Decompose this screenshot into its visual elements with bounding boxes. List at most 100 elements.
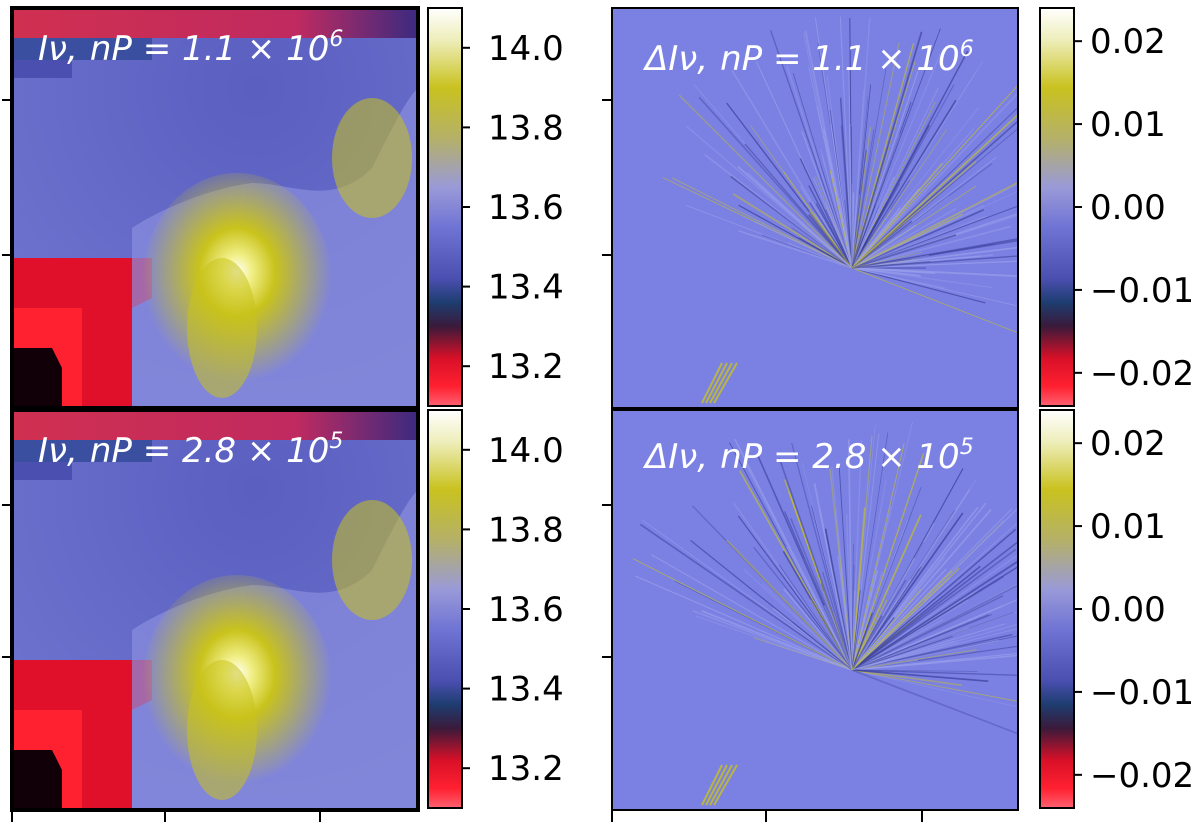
residual-streak [704, 153, 853, 269]
residual-streak [632, 558, 853, 671]
residual-streak [851, 623, 1005, 671]
residual-streak [851, 639, 999, 671]
residual-streak [851, 669, 989, 683]
residual-streak [851, 53, 941, 269]
residual-streak [851, 433, 880, 671]
residual-streak [851, 594, 1004, 671]
residual-streak [851, 598, 1019, 671]
left-axis-ticks [2, 99, 612, 658]
residual-streak [701, 610, 853, 671]
residual-streak [799, 158, 853, 269]
residual-streak [692, 610, 853, 671]
residual-streak [851, 623, 1019, 671]
residual-streak [709, 764, 733, 806]
residual-streak [851, 443, 905, 671]
residual-streak [743, 568, 853, 671]
residual-streak [695, 615, 853, 671]
colorbar-bottom-right: 0.02 0.01 0.00 −0.01 −0.02 [1039, 409, 1194, 809]
residual-streak [851, 176, 895, 269]
colorbar-tick-label: 0.00 [1090, 188, 1166, 228]
residual-streak [838, 463, 853, 671]
colorbar-tick-label: −0.02 [1090, 756, 1194, 796]
residual-streak [839, 97, 853, 269]
residual-streak [851, 514, 922, 671]
residual-streak [851, 195, 950, 269]
residual-streaks-top [662, 16, 1019, 404]
residual-streak [851, 92, 1019, 269]
residual-streak [815, 203, 853, 269]
panel-residual-top: ΔIν, nP = 1.1 × 106 [611, 7, 1019, 409]
residual-streak [851, 669, 1019, 702]
residual-streak [713, 764, 738, 806]
residual-streak [671, 177, 853, 269]
residual-streak [823, 605, 853, 671]
residual-streak [851, 252, 922, 269]
residual-streak [851, 649, 977, 671]
residual-streak [851, 565, 981, 671]
residual-streak [786, 66, 853, 269]
colorbar-bottom-left: 14.0 13.8 13.6 13.4 13.2 [427, 409, 564, 809]
panel-label-top-left: Iν, nP = 1.1 × 106 [38, 27, 343, 69]
residual-streak [851, 614, 993, 671]
residual-streak [838, 198, 853, 269]
residual-streak [851, 106, 1019, 269]
panel-intensity-top: Iν, nP = 1.1 × 106 [10, 6, 420, 410]
colorbar-tick-label: 13.2 [488, 347, 564, 387]
residual-streak [837, 555, 853, 671]
residual-streak [851, 260, 1019, 269]
residual-streak [851, 149, 867, 269]
residual-streak [851, 570, 953, 671]
residual-streak [851, 238, 1019, 269]
residual-streak [851, 204, 985, 269]
residual-streak [851, 507, 866, 671]
residual-streak [851, 163, 993, 269]
residual-streak [851, 618, 944, 671]
residual-streak [851, 554, 1019, 671]
residual-streak [851, 129, 875, 269]
colorbar-gradient [1039, 7, 1075, 407]
residual-streak [737, 165, 853, 269]
residual-streak [822, 571, 853, 671]
residual-streak [851, 255, 1018, 269]
residual-streak [851, 590, 861, 671]
colorbar-gradient [1039, 409, 1075, 809]
residual-streak [851, 225, 1011, 269]
residual-streak [821, 155, 853, 269]
residual-map-bottom [612, 410, 1018, 810]
colorbar-tick-label: −0.01 [1090, 673, 1194, 713]
bottom-axis-ticks [11, 810, 923, 822]
residual-streak [851, 107, 979, 269]
residual-streak [851, 669, 1019, 708]
residual-streak [847, 439, 853, 671]
residual-streak [851, 89, 864, 269]
colorbar-tick-label: −0.02 [1090, 354, 1194, 394]
residual-streak [713, 362, 738, 404]
residual-streak [754, 221, 853, 269]
residual-streak [811, 505, 853, 671]
residual-streak [738, 230, 853, 269]
residual-streak [851, 246, 1019, 269]
intensity-map-bottom [12, 410, 418, 810]
residual-streak [634, 575, 853, 671]
residual-streak [851, 207, 904, 269]
residual-streak [701, 362, 723, 404]
residual-streak [851, 267, 1019, 278]
residual-streak [701, 764, 723, 806]
residual-streak [764, 641, 853, 671]
residual-streak [851, 669, 1019, 676]
residual-streak [851, 566, 1019, 671]
residual-streak [732, 193, 853, 269]
residual-streak [851, 96, 869, 269]
residual-streak [851, 479, 887, 671]
residual-streak [851, 129, 948, 269]
residual-streak [792, 73, 853, 269]
residual-streak [851, 267, 1019, 307]
residual-streak [851, 588, 922, 671]
residual-streak [851, 506, 979, 671]
residual-streak [844, 200, 853, 269]
residual-streak [818, 507, 853, 671]
residual-streak [851, 208, 985, 269]
residual-streak [762, 583, 853, 671]
residual-streak [851, 71, 919, 269]
residual-streak [826, 76, 853, 269]
